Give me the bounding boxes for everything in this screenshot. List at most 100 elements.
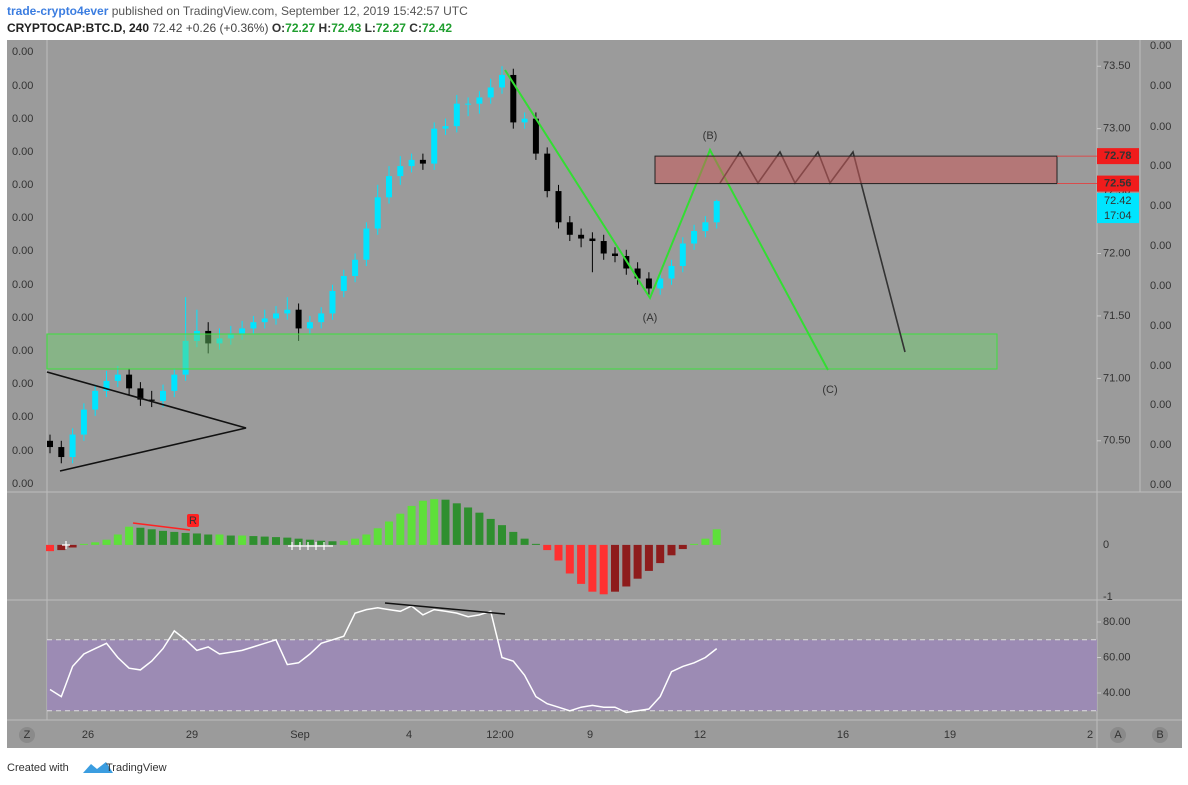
momentum-bar [486,518,495,545]
left-scale-label: 0.00 [12,378,33,390]
momentum-bar [79,543,88,545]
momentum-bar [294,538,303,545]
right-scale-label: 0.00 [1150,160,1171,172]
wave-label: (C) [822,384,837,396]
l: 72.27 [376,21,406,35]
h-label: H: [319,21,332,35]
button-label: A [1114,729,1122,741]
button[interactable] [1110,727,1126,743]
momentum-bar [170,531,179,545]
candle-body [363,228,370,260]
left-scale-label: 0.00 [12,146,33,158]
created: Created with [7,762,69,774]
candle-body [521,118,528,123]
y-tick-label: 73.50 [1103,60,1131,72]
left-scale-label: 0.00 [12,46,33,58]
momentum-bar [147,529,156,545]
momentum-bar [531,543,540,545]
momentum-bar [565,544,574,574]
candle-body [306,322,313,329]
x-tick-label: 19 [944,729,956,741]
c-label: C: [409,21,422,35]
momentum-bar [588,544,597,592]
zone-label: 72.56 [1104,177,1132,189]
candle-body [114,374,121,381]
button-label: B [1156,729,1163,741]
candle-body [397,166,404,177]
right-scale-label: 0.00 [1150,80,1171,92]
momentum-bar [543,544,552,551]
button[interactable] [19,727,35,743]
logo [83,762,113,773]
x-tick-label: Sep [290,729,310,741]
y-tick-label: 70.50 [1103,435,1131,447]
o: 72.27 [285,21,315,35]
momentum-bar [328,541,337,545]
momentum-bar [339,540,348,545]
y-tick-label: 72.00 [1103,247,1131,259]
candle-body [408,159,415,167]
button[interactable] [1152,727,1168,743]
momentum-bar [418,500,427,545]
author[interactable]: trade-crypto4ever [7,4,109,18]
candle-body [386,176,392,198]
right-scale-label: 0.00 [1150,40,1171,52]
momentum-bar [520,538,529,545]
momentum-bar [441,499,450,545]
candle-body [612,253,618,257]
zone-label-box [1097,175,1139,192]
momentum-bar [305,539,314,545]
candle-body [600,241,607,254]
right-scale-label: 0.00 [1150,479,1171,491]
y-tick-label: 0 [1103,539,1109,551]
momentum-bar [283,537,292,545]
candle-body [261,318,268,323]
x-tick-label: 9 [587,729,593,741]
brand[interactable]: TradingView [106,762,167,774]
button-label: Z [24,729,31,741]
right-scale-label: 0.00 [1150,280,1171,292]
left-scale-label: 0.00 [12,279,33,291]
left-scale-label: 0.00 [12,113,33,125]
momentum-bar [667,544,676,556]
momentum-bar [91,542,100,545]
momentum-bar [622,544,631,587]
left-scale-label: 0.00 [12,80,33,92]
momentum-bar [68,544,77,548]
momentum-bar [204,534,213,545]
momentum-bar [362,534,371,545]
candle-body [499,74,505,88]
candle-body [352,259,359,276]
candle-body [589,238,596,242]
rsi-line [49,605,718,714]
x-tick-label: 16 [837,729,849,741]
left-scale-label: 0.00 [12,345,33,357]
left-scale-label: 0.00 [12,411,33,423]
right-scale-label: 0.00 [1150,360,1171,372]
momentum-bar [690,543,699,545]
h: 72.43 [331,21,361,35]
momentum-bar [385,521,393,545]
candle-body [555,191,562,223]
momentum-bar [46,544,54,552]
momentum-bar [373,528,382,545]
momentum-bar [260,536,269,545]
candle-body [47,440,53,448]
candle-body [216,338,223,344]
momentum-bar [57,544,66,551]
momentum-bar [577,544,586,584]
candle-body [80,409,87,435]
momentum-bar [554,544,563,561]
candle-body [544,153,551,192]
candle-body [250,322,257,329]
momentum-bar [498,525,506,545]
momentum-bar [644,544,653,571]
momentum-bar [192,533,201,545]
candle-body [374,197,381,229]
candle-body [702,222,709,232]
candle-body [273,313,279,319]
left-scale-label: 0.00 [12,212,33,224]
candle-body [634,268,641,279]
candle-body [340,275,347,291]
y-tick-label: -1 [1103,591,1113,603]
